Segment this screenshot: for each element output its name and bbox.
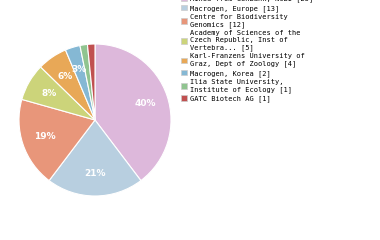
Text: 21%: 21% [84, 169, 106, 178]
Wedge shape [49, 120, 141, 196]
Wedge shape [41, 50, 95, 120]
Text: 3%: 3% [72, 65, 87, 74]
Text: 6%: 6% [57, 72, 73, 81]
Wedge shape [22, 67, 95, 120]
Text: 19%: 19% [34, 132, 55, 141]
Wedge shape [87, 44, 95, 120]
Text: 8%: 8% [41, 89, 57, 98]
Wedge shape [19, 99, 95, 180]
Wedge shape [95, 44, 171, 180]
Wedge shape [65, 46, 95, 120]
Wedge shape [80, 44, 95, 120]
Text: 40%: 40% [135, 99, 156, 108]
Legend: Mined from GenBank, NCBI [25], Macrogen, Europe [13], Centre for Biodiversity
Ge: Mined from GenBank, NCBI [25], Macrogen,… [180, 0, 313, 102]
